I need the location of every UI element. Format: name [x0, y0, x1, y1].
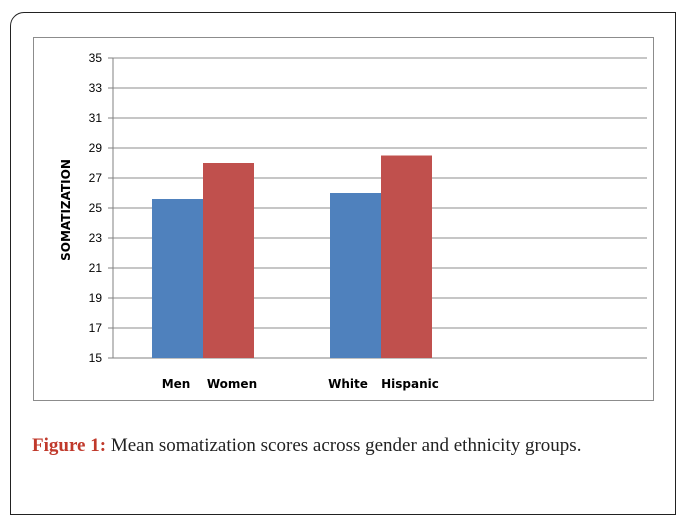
bar-men	[152, 199, 203, 358]
bars	[152, 155, 432, 358]
y-tick-label: 29	[89, 141, 103, 155]
figure-caption: Figure 1: Mean somatization scores acros…	[32, 430, 668, 461]
y-tick-labels: 15 17 19 21 23 25 27 29 31 33 35	[89, 51, 103, 365]
y-axis-label: SOMATIZATION	[59, 159, 73, 261]
y-tick-label: 33	[89, 81, 103, 95]
y-tick-label: 23	[89, 231, 103, 245]
y-tick-label: 17	[89, 321, 103, 335]
y-tick-label: 21	[89, 261, 103, 275]
caption-text: Mean somatization scores across gender a…	[106, 435, 582, 456]
category-labels: Men Women White Hispanic	[162, 377, 439, 391]
category-label-white: White	[328, 377, 368, 391]
y-tick-label: 19	[89, 291, 103, 305]
category-label-women: Women	[207, 377, 257, 391]
y-tick-label: 35	[89, 51, 103, 65]
bar-white	[330, 193, 381, 358]
y-tick-label: 31	[89, 111, 103, 125]
bar-hispanic	[381, 155, 432, 358]
bar-women	[203, 163, 254, 358]
y-tick-label: 27	[89, 171, 103, 185]
category-label-men: Men	[162, 377, 191, 391]
y-tick-label: 25	[89, 201, 103, 215]
category-label-hispanic: Hispanic	[381, 377, 439, 391]
y-tick-label: 15	[89, 351, 103, 365]
figure-label: Figure 1:	[32, 435, 107, 456]
